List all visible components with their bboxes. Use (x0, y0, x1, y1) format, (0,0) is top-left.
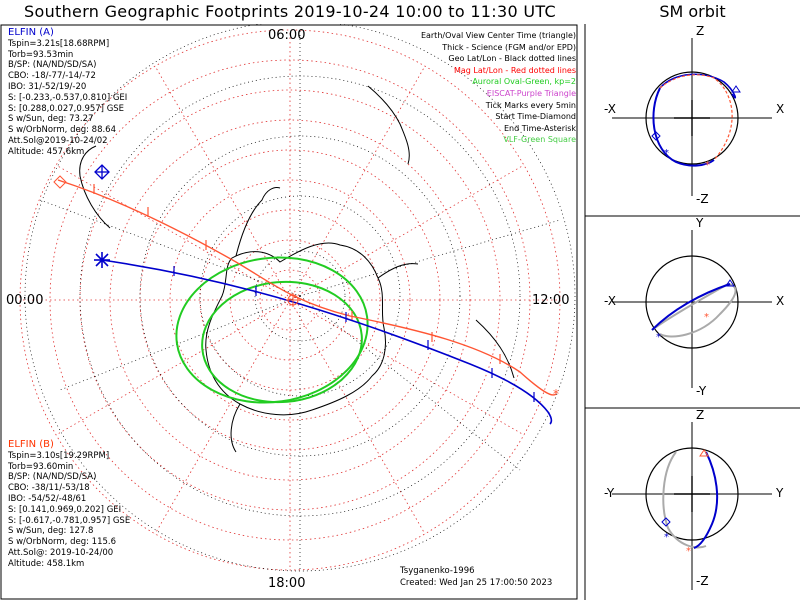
elfin-a-line: B/SP: (NA/ND/SD/SA) (8, 60, 97, 71)
mag-grid (19, 29, 561, 571)
orbit-panel-xz: * * (612, 38, 772, 196)
plot-title: Southern Geographic Footprints 2019-10-2… (24, 2, 556, 21)
orbit2-right-label: X (776, 294, 785, 308)
sm-orbit-panels: * * * * * * (584, 24, 800, 600)
legend-item: Auroral Oval-Green, kp=2 (472, 77, 576, 87)
elfin-a-line: Torb=93.53min (8, 49, 74, 60)
model-credit: Tsyganenko-1996 (400, 566, 475, 576)
elfin-b-line: IBO: -54/52/-48/61 (8, 493, 87, 504)
elfin-a-line: S: [-0.233,-0.537,0.810] GEI (8, 92, 128, 103)
svg-text:*: * (705, 160, 710, 171)
orbit2-left-label: -X (604, 294, 616, 308)
legend-item: End Time-Asterisk (503, 123, 576, 133)
elfin-b-line: Tspin=3.10s[19.29RPM] (8, 450, 110, 461)
elfin-b-line: B/SP: (NA/ND/SD/SA) (8, 472, 97, 483)
geo-grid (24, 24, 576, 572)
elfin-a-name: ELFIN (A) (8, 27, 54, 38)
svg-text:*: * (664, 532, 669, 543)
elfin-b-track: * (53, 175, 559, 401)
legend-item: EISCAT-Purple Triangle (486, 88, 576, 98)
elfin-b-line: Att.Sol@: 2019-10-24/00 (8, 547, 114, 558)
elfin-b-name: ELFIN (B) (8, 439, 54, 450)
map-frame (0, 24, 578, 600)
elfin-b-line: Altitude: 458.1km (8, 558, 85, 569)
elfin-b-line: S: [0.141,0.969,0.202] GEI (8, 504, 122, 515)
elfin-a-line: Altitude: 457.6km (8, 146, 85, 157)
orbit-panel-xy: * * (612, 230, 772, 388)
elfin-a-info: ELFIN (A) Tspin=3.21s[18.68RPM] Torb=93.… (8, 27, 128, 158)
elfin-b-line: CBO: -38/11/-53/18 (8, 483, 90, 494)
elfin-a-line: S: [0.288,0.027,0.957] GSE (8, 103, 125, 114)
elfin-a-legend-diamond (94, 164, 110, 180)
legend-item: Mag Lat/Lon - Red dotted lines (453, 65, 576, 75)
orbit1-right-label: X (776, 102, 785, 116)
clock-label-bottom: 18:00 (268, 576, 306, 591)
legend-item: Thick - Science (FGM and/or EPD) (442, 42, 576, 52)
clock-label-right: 12:00 (532, 293, 570, 308)
orbit1-bottom-label: -Z (696, 192, 709, 206)
elfin-a-line: CBO: -18/-77/-14/-72 (8, 71, 96, 82)
elfin-a-track (94, 164, 553, 425)
elfin-a-line: S w/OrbNorm, deg: 88.64 (8, 125, 117, 136)
orbit-panel-yz: * * (612, 422, 772, 590)
legend-item: Start Time-Diamond (495, 112, 576, 122)
orbit1-left-label: -X (604, 102, 616, 116)
auroral-oval (175, 256, 369, 404)
clock-label-left: 00:00 (6, 293, 44, 308)
legend-item: Tick Marks every 5min (485, 100, 576, 110)
svg-text:*: * (664, 148, 669, 159)
svg-text:*: * (686, 546, 691, 557)
elfin-a-line: IBO: 31/-52/19/-20 (8, 81, 87, 92)
svg-text:*: * (704, 312, 709, 323)
orbit-panel-title: SM orbit (659, 2, 726, 21)
elfin-b-start-diamond (53, 175, 67, 189)
orbit3-top-label: Z (696, 408, 705, 422)
elfin-a-line: Tspin=3.21s[18.68RPM] (8, 38, 110, 49)
orbit2-bottom-label: -Y (696, 384, 707, 398)
elfin-b-line: S w/Sun, deg: 127.8 (8, 526, 94, 537)
elfin-b-line: S: [-0.617,-0.781,0.957] GSE (8, 515, 131, 526)
orbit3-bottom-label: -Z (696, 574, 709, 588)
elfin-b-line: S w/OrbNorm, deg: 115.6 (8, 537, 117, 548)
legend-item: Earth/Oval View Center Time (triangle) (420, 31, 576, 40)
elfin-b-info: ELFIN (B) Tspin=3.10s[19.29RPM] Torb=93.… (8, 439, 131, 570)
elfin-a-line: S w/Sun, deg: 73.27 (8, 114, 94, 125)
orbit2-top-label: Y (696, 216, 704, 230)
clock-label-top: 06:00 (268, 28, 306, 43)
elfin-a-start-asterisk (94, 252, 110, 268)
orbit3-left-label: -Y (604, 486, 615, 500)
svg-text:*: * (656, 332, 661, 343)
elfin-a-line: Att.Sol@2019-10-24/02 (8, 135, 108, 146)
map-legend: Earth/Oval View Center Time (triangle) T… (421, 30, 576, 146)
legend-item: Geo Lat/Lon - Black dotted lines (448, 54, 576, 64)
orbit3-right-label: Y (776, 486, 784, 500)
coastlines (79, 85, 515, 453)
created-timestamp: Created: Wed Jan 25 17:00:50 2023 (400, 578, 553, 588)
elfin-b-line: Torb=93.60min (8, 461, 74, 472)
polar-map: * (0, 24, 578, 600)
legend-item: VLF-Green Square (503, 135, 576, 145)
orbit1-top-label: Z (696, 24, 705, 38)
elfin-b-end-asterisk: * (553, 387, 559, 401)
view-center-marker (286, 293, 300, 307)
